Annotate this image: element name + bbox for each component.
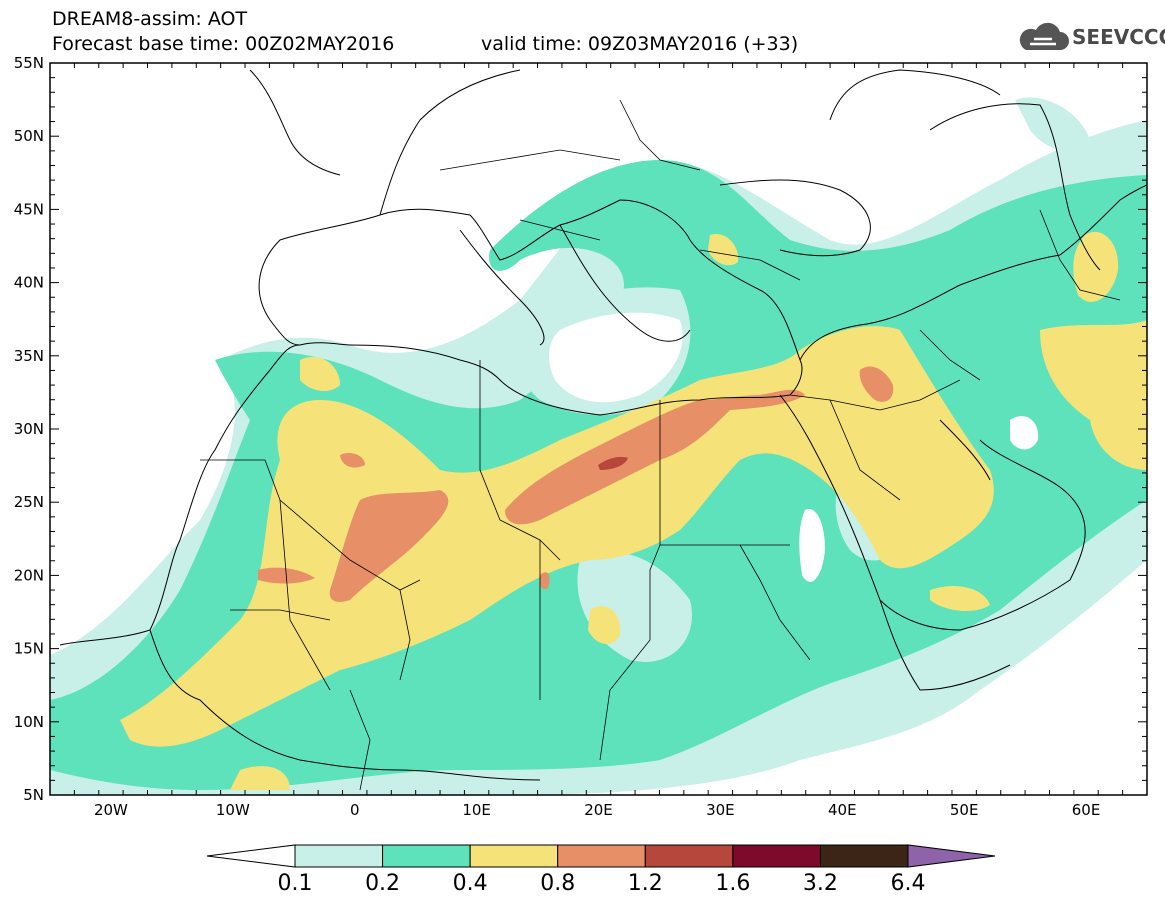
lon-tick-label: 0: [350, 801, 360, 819]
map-title: DREAM8-assim: AOT: [52, 8, 248, 30]
lon-tick-label: 60E: [1072, 801, 1101, 819]
lat-tick-label: 40N: [14, 274, 44, 292]
lat-tick-label: 45N: [14, 200, 44, 218]
valid-time-label: valid time: 09Z03MAY2016 (+33): [481, 33, 799, 55]
lat-tick-label: 15N: [14, 640, 44, 658]
lat-tick-label: 25N: [14, 493, 44, 511]
colorbar-label: 1.2: [627, 871, 663, 896]
lon-tick-label: 10W: [216, 801, 250, 819]
colorbar-low-arrow: [206, 844, 296, 868]
colorbar-box: [469, 844, 559, 868]
aot-contours: [50, 97, 1147, 795]
colorbar-box: [732, 844, 821, 868]
base-time-label: Forecast base time: 00Z02MAY2016: [52, 33, 395, 55]
aot-area-1.2: [598, 456, 628, 470]
colorbar-box: [382, 844, 471, 868]
colorbar-box: [557, 844, 646, 868]
forecast-times: Forecast base time: 00Z02MAY2016 valid ti…: [52, 33, 798, 55]
colorbar-label: 1.6: [715, 871, 751, 896]
latitude-axis: 55N 50N 45N 40N 35N 30N 25N 20N 15N 10N 5N: [14, 54, 1147, 804]
coastlines: [59, 69, 1147, 781]
aot-colorbar: [206, 844, 996, 868]
lat-tick-label: 55N: [14, 54, 44, 72]
logo-text: SEEVCCC: [1072, 25, 1165, 49]
lat-tick-label: 50N: [14, 127, 44, 145]
colorbar-box: [644, 844, 734, 868]
colorbar-box: [819, 844, 909, 868]
lat-tick-label: 10N: [14, 713, 44, 731]
cloud-icon: [1019, 22, 1069, 50]
lat-tick-label: 20N: [14, 566, 44, 584]
colorbar-label: 0.4: [452, 871, 488, 896]
colorbar-label: 0.1: [277, 871, 313, 896]
lon-tick-label: 20W: [94, 801, 128, 819]
country-borders: [200, 99, 1121, 791]
lat-tick-label: 5N: [23, 786, 44, 804]
seevccc-logo: SEEVCCC: [1016, 21, 1165, 55]
colorbar-high-arrow: [907, 844, 996, 868]
lon-tick-label: 10E: [462, 801, 491, 819]
longitude-axis: 20W 10W 0 10E 20E 30E 40E 50E 60E: [49, 63, 1148, 819]
aot-area-0.4: [120, 326, 994, 747]
lat-tick-label: 35N: [14, 347, 44, 365]
colorbar-label: 3.2: [802, 871, 838, 896]
aot-area-0.8: [329, 490, 449, 602]
lon-tick-label: 20E: [584, 801, 613, 819]
colorbar-label: 0.8: [540, 871, 576, 896]
colorbar-label: 0.2: [365, 871, 401, 896]
lon-tick-label: 40E: [828, 801, 857, 819]
colorbar-label: 6.4: [890, 871, 926, 896]
lat-tick-label: 30N: [14, 420, 44, 438]
lon-tick-label: 30E: [706, 801, 735, 819]
colorbar-box: [294, 844, 384, 868]
lon-tick-label: 50E: [950, 801, 979, 819]
